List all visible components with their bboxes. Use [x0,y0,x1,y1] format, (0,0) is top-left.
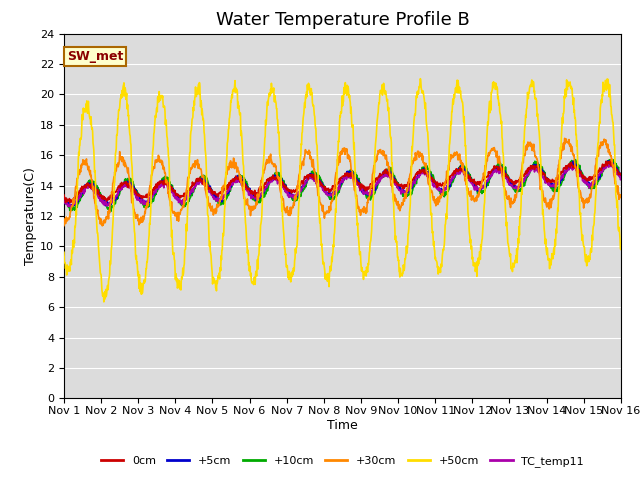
Y-axis label: Temperature(C): Temperature(C) [24,167,37,265]
X-axis label: Time: Time [327,419,358,432]
Title: Water Temperature Profile B: Water Temperature Profile B [216,11,469,29]
Text: SW_met: SW_met [67,50,123,63]
Legend: 0cm, +5cm, +10cm, +30cm, +50cm, TC_temp11: 0cm, +5cm, +10cm, +30cm, +50cm, TC_temp1… [96,451,589,471]
